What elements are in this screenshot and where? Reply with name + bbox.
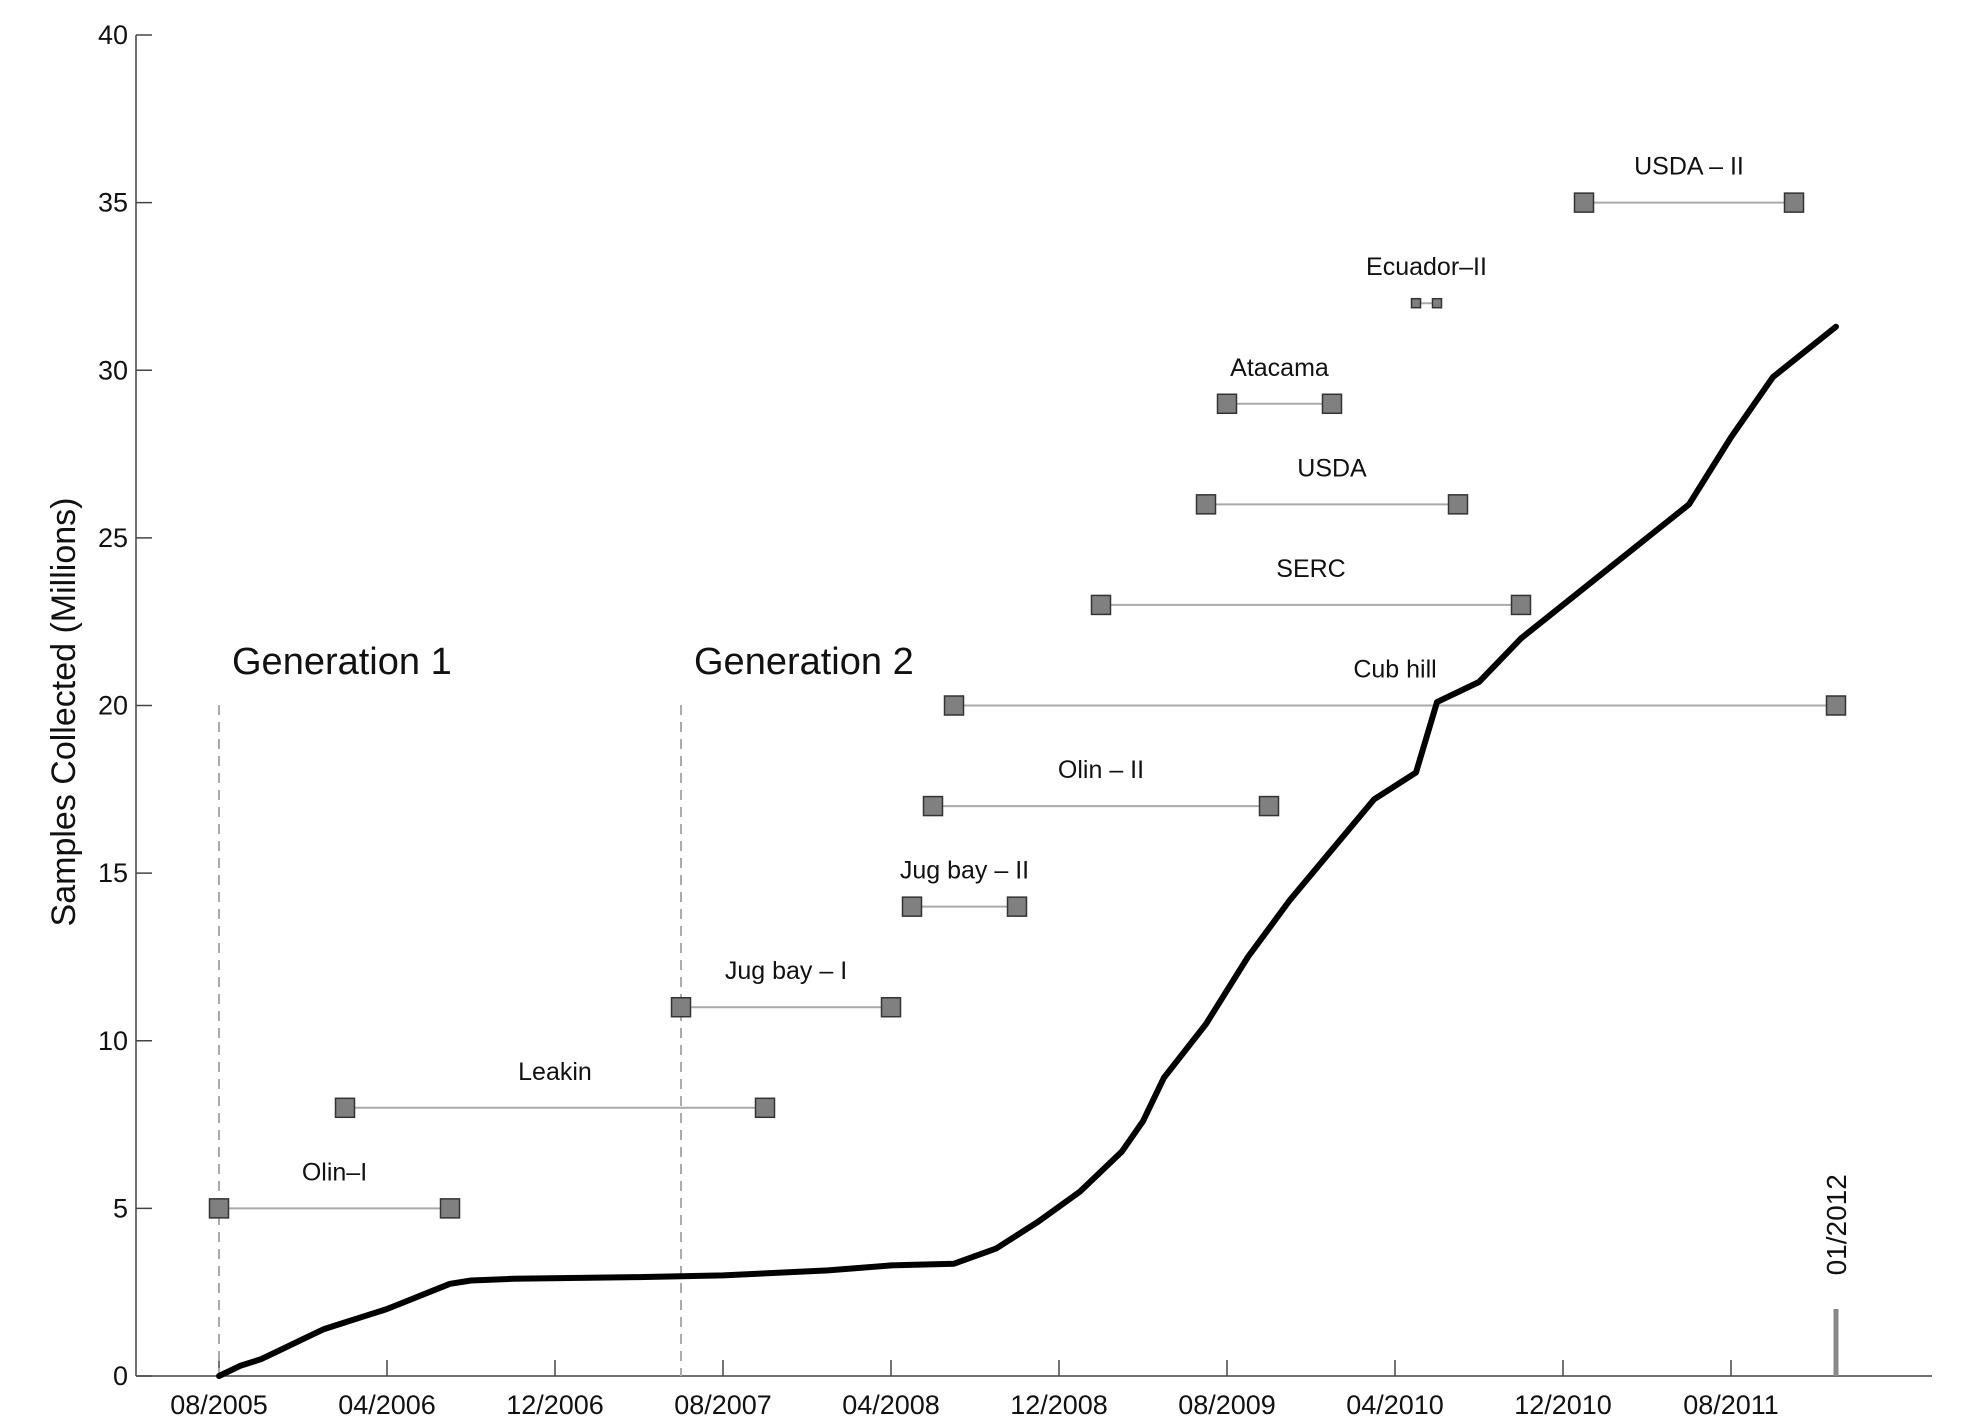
interval-label-11: USDA – II — [1634, 153, 1744, 181]
interval-marker-3-end — [880, 996, 902, 1018]
y-tick-label-0: 0 — [113, 1361, 128, 1391]
x-tick-label-08-2011: 08/2011 — [1683, 1390, 1779, 1420]
interval-label-2: Leakin — [518, 1058, 592, 1086]
y-tick-label-20: 20 — [98, 691, 128, 721]
x-tick-label-12-2010: 12/2010 — [1514, 1390, 1612, 1420]
interval-marker-3-start — [670, 996, 692, 1018]
series-line-1 — [216, 323, 1839, 1379]
interval-marker-1-start — [208, 1198, 230, 1219]
x-tick-label-12-2008: 12/2008 — [1010, 1390, 1108, 1420]
x-tick-label-08-2007: 08/2007 — [674, 1390, 772, 1420]
interval-marker-2-start — [334, 1097, 356, 1119]
axes: 0 5 10 15 20 25 30 35 40 08/2005 04/2006 12/2006 08/… — [98, 20, 1932, 1420]
y-tick-label-5: 5 — [113, 1193, 128, 1223]
end-marker-label: 01/2012 — [1821, 1174, 1852, 1275]
interval-label-5: Olin – II — [1058, 756, 1144, 784]
interval-marker-10-end — [1431, 297, 1443, 309]
interval-marker-10-start — [1410, 297, 1422, 309]
x-tick-label-08-2005: 08/2005 — [170, 1390, 268, 1420]
interval-label-7: SERC — [1276, 555, 1345, 583]
interval-label-10: Ecuador–II — [1366, 253, 1487, 281]
interval-label-4: Jug bay – II — [900, 857, 1029, 885]
interval-marker-6-end — [1825, 695, 1847, 716]
interval-marker-9-start — [1216, 393, 1238, 415]
interval-label-6: Cub hill — [1353, 656, 1436, 684]
interval-marker-11-end — [1783, 192, 1805, 213]
generation-label-2: Generation 2 — [694, 641, 914, 683]
interval-marker-1-end — [439, 1198, 461, 1219]
interval-marker-5-start — [922, 795, 944, 817]
x-tick-label-04-2010: 04/2010 — [1346, 1390, 1444, 1420]
interval-marker-9-end — [1321, 393, 1343, 415]
x-tick-label-08-2009: 08/2009 — [1178, 1390, 1276, 1420]
generation-markers: Generation 1 Generation 2 — [218, 641, 914, 1376]
interval-label-9: Atacama — [1230, 354, 1329, 382]
interval-marker-7-start — [1090, 594, 1112, 616]
deployment-intervals: Olin–I Leakin Jug bay – I Jug bay – II Olin … — [208, 153, 1847, 1219]
interval-marker-8-start — [1195, 494, 1217, 515]
end-marker: 01/2012 — [1821, 1174, 1852, 1376]
interval-marker-7-end — [1510, 594, 1532, 616]
x-tick-label-04-2008: 04/2008 — [842, 1390, 940, 1420]
interval-label-1: Olin–I — [302, 1158, 367, 1186]
series-layer — [216, 323, 1839, 1379]
interval-marker-2-end — [754, 1097, 776, 1119]
interval-marker-11-start — [1573, 192, 1595, 213]
interval-label-3: Jug bay – I — [725, 957, 847, 985]
y-axis-label: Samples Collected (Millions) — [45, 498, 83, 927]
generation-label-1: Generation 1 — [232, 641, 452, 683]
y-tick-label-10: 10 — [98, 1026, 128, 1056]
interval-marker-4-start — [901, 896, 923, 917]
x-tick-label-12-2006: 12/2006 — [506, 1390, 604, 1420]
interval-marker-4-end — [1006, 896, 1028, 917]
x-tick-label-04-2006: 04/2006 — [338, 1390, 436, 1420]
y-tick-label-15: 15 — [98, 858, 128, 888]
interval-marker-8-end — [1447, 494, 1469, 515]
interval-label-8: USDA — [1297, 454, 1367, 482]
y-tick-label-35: 35 — [98, 188, 128, 218]
y-tick-label-25: 25 — [98, 523, 128, 553]
interval-marker-6-start — [943, 695, 965, 716]
y-tick-label-30: 30 — [98, 355, 128, 385]
interval-marker-5-end — [1258, 795, 1280, 817]
y-tick-label-40: 40 — [98, 20, 128, 50]
